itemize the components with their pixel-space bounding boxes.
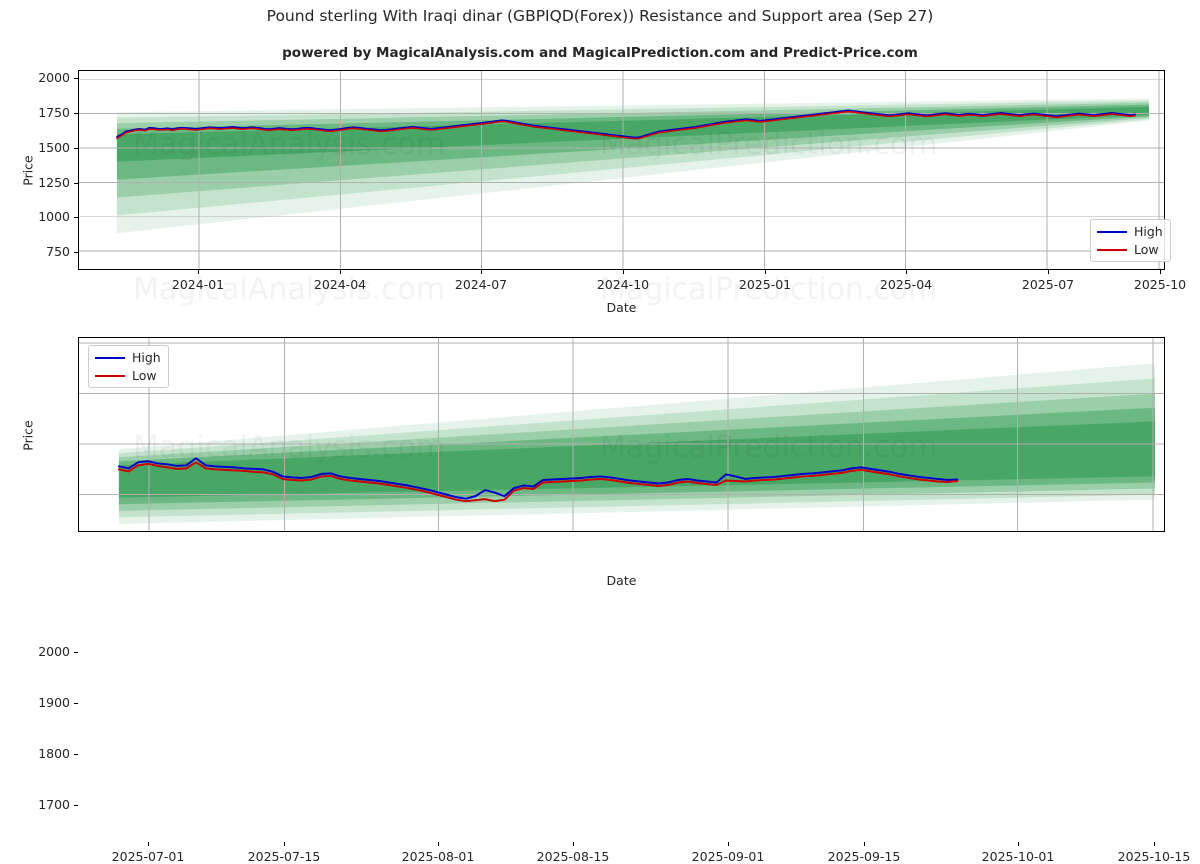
detail-x-axis-label: Date	[606, 573, 637, 588]
y-tick-label: 2000	[38, 644, 70, 660]
legend-swatch-low	[95, 374, 125, 377]
x-tick-mark	[864, 842, 865, 846]
x-tick-mark	[1154, 842, 1155, 846]
y-tick-mark	[74, 182, 78, 184]
legend-label-low: Low	[1134, 242, 1159, 257]
y-tick-mark	[74, 251, 78, 253]
x-tick-mark	[438, 842, 439, 846]
y-tick-mark	[74, 805, 78, 807]
y-tick-label: 1250	[38, 174, 70, 190]
x-tick-mark	[623, 270, 624, 274]
x-tick-mark	[340, 270, 341, 274]
legend-label-high: High	[132, 350, 161, 365]
x-tick-label: 2025-01	[738, 277, 792, 292]
detail-chart-panel: Price 1700 1800 1900 2000 2025-07-01 2025-07…	[0, 310, 1200, 864]
y-tick-mark	[74, 754, 78, 756]
x-tick-mark	[1048, 270, 1049, 274]
x-tick-mark	[481, 270, 482, 274]
x-tick-label: 2025-08-15	[536, 849, 610, 864]
y-tick-label: 1900	[38, 695, 70, 711]
y-tick-label: 1800	[38, 746, 70, 762]
legend-entry-high: High	[1097, 224, 1163, 239]
x-tick-mark	[1160, 270, 1161, 274]
legend-entry-low: Low	[95, 368, 161, 383]
x-tick-label: 2025-10	[1133, 277, 1187, 292]
x-tick-label: 2025-04	[879, 277, 933, 292]
y-tick-mark	[74, 652, 78, 654]
x-tick-mark	[573, 842, 574, 846]
x-tick-mark	[765, 270, 766, 274]
page-subtitle: powered by MagicalAnalysis.com and Magic…	[282, 45, 918, 61]
x-tick-mark	[148, 842, 149, 846]
y-tick-label: 2000	[38, 70, 70, 86]
x-tick-label: 2025-10-15	[1117, 849, 1191, 864]
x-tick-label: 2025-10-01	[981, 849, 1055, 864]
x-tick-mark	[198, 270, 199, 274]
y-tick-mark	[74, 78, 78, 80]
x-tick-label: 2025-07-15	[247, 849, 321, 864]
legend-swatch-high	[95, 356, 125, 359]
legend-swatch-high	[1097, 230, 1127, 233]
overview-plot-area	[78, 70, 1165, 270]
legend-entry-low: Low	[1097, 242, 1163, 257]
legend-swatch-low	[1097, 248, 1127, 251]
overview-x-axis-label: Date	[606, 300, 637, 315]
detail-y-axis-label: Price	[20, 420, 36, 451]
x-tick-label: 2025-07-01	[111, 849, 185, 864]
x-tick-label: 2025-09-15	[827, 849, 901, 864]
y-tick-mark	[74, 217, 78, 219]
x-tick-label: 2024-10	[596, 277, 650, 292]
legend-label-high: High	[1134, 224, 1163, 239]
x-tick-label: 2025-08-01	[401, 849, 475, 864]
legend-entry-high: High	[95, 350, 161, 365]
y-tick-label: 1750	[38, 105, 70, 121]
detail-plot-svg	[79, 338, 1164, 531]
x-tick-label: 2025-09-01	[691, 849, 765, 864]
overview-chart-panel: Price 750 1000 1250 1500 1750 2000 2024-01 202…	[0, 0, 1200, 315]
y-tick-label: 750	[46, 243, 70, 259]
y-tick-mark	[74, 113, 78, 115]
legend-label-low: Low	[132, 368, 157, 383]
x-tick-label: 2024-07	[454, 277, 508, 292]
page-title: Pound sterling With Iraqi dinar (GBPIQD(…	[266, 7, 934, 25]
y-tick-label: 1500	[38, 139, 70, 155]
y-tick-label: 1000	[38, 209, 70, 225]
overview-legend[interactable]: High Low	[1090, 219, 1171, 262]
y-tick-mark	[74, 147, 78, 149]
detail-legend[interactable]: High Low	[88, 345, 169, 388]
detail-plot-area	[78, 337, 1165, 532]
overview-plot-svg	[79, 71, 1164, 269]
x-tick-mark	[906, 270, 907, 274]
x-tick-label: 2024-01	[171, 277, 225, 292]
x-tick-label: 2025-07	[1021, 277, 1075, 292]
x-tick-mark	[728, 842, 729, 846]
x-tick-label: 2024-04	[313, 277, 367, 292]
x-tick-mark	[1018, 842, 1019, 846]
y-tick-mark	[74, 703, 78, 705]
x-tick-mark	[284, 842, 285, 846]
y-tick-label: 1700	[38, 797, 70, 813]
